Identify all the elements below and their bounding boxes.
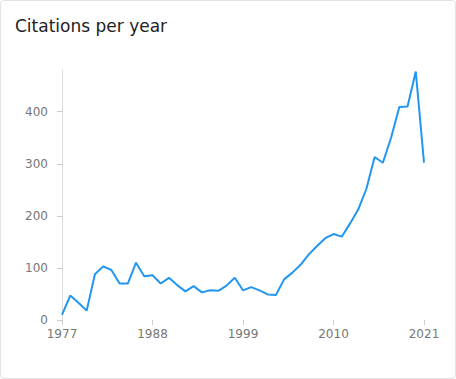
svg-text:2021: 2021 bbox=[409, 327, 440, 341]
svg-text:1999: 1999 bbox=[228, 327, 259, 341]
svg-text:400: 400 bbox=[25, 105, 48, 119]
svg-text:100: 100 bbox=[25, 261, 48, 275]
svg-text:2010: 2010 bbox=[318, 327, 349, 341]
svg-text:1977: 1977 bbox=[47, 327, 78, 341]
svg-text:1988: 1988 bbox=[137, 327, 168, 341]
svg-text:0: 0 bbox=[40, 313, 48, 327]
svg-text:300: 300 bbox=[25, 157, 48, 171]
svg-text:Citations per year: Citations per year bbox=[15, 16, 167, 36]
svg-text:200: 200 bbox=[25, 209, 48, 223]
